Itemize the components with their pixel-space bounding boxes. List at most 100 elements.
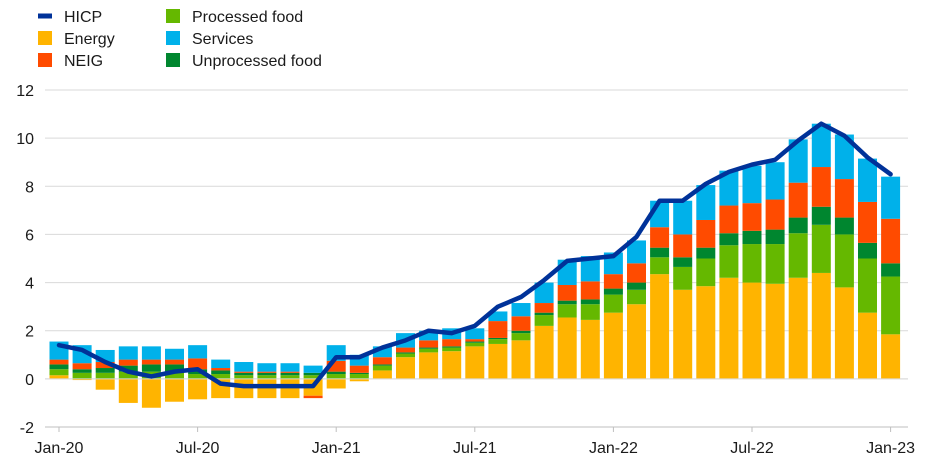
bar-energy xyxy=(881,334,901,379)
bar-neig xyxy=(419,340,439,348)
bar-neig xyxy=(349,365,369,373)
legend-label-energy: Energy xyxy=(64,31,115,48)
bar-energy xyxy=(673,289,693,379)
bar-energy xyxy=(72,378,92,381)
bar-unprocessed-food xyxy=(141,364,161,372)
bar-neig xyxy=(811,167,831,207)
bar-neig xyxy=(488,321,508,338)
bar-energy xyxy=(742,282,762,379)
y-tick-label: 4 xyxy=(25,276,34,293)
bar-services xyxy=(349,354,369,366)
bar-neig xyxy=(881,218,901,264)
bar-neig xyxy=(95,362,115,369)
bar-energy xyxy=(858,312,877,379)
bar-energy xyxy=(557,317,577,379)
bar-energy xyxy=(696,286,716,379)
bar-processed-food xyxy=(95,372,115,379)
bar-energy xyxy=(141,378,161,408)
x-tick-label: Jan-22 xyxy=(589,440,638,457)
bar-neig xyxy=(303,395,323,399)
legend-swatch-neig xyxy=(38,53,52,67)
bar-processed-food xyxy=(349,374,369,379)
bar-energy xyxy=(349,378,369,382)
bar-neig xyxy=(49,359,69,365)
y-tick-label: 12 xyxy=(16,83,34,100)
bar-energy xyxy=(326,378,346,389)
x-axis: Jan-20 Jul-20 Jan-21 Jul-21 Jan-22 Jul-22 Jan-… xyxy=(35,426,915,457)
bar-energy xyxy=(442,351,462,379)
bar-neig xyxy=(650,227,670,248)
bar-neig xyxy=(788,182,808,218)
bar-neig xyxy=(72,363,92,370)
x-tick-label: Jan-20 xyxy=(35,440,84,457)
bar-services xyxy=(742,165,762,204)
bar-energy xyxy=(188,378,208,400)
bar-unprocessed-food xyxy=(765,229,785,245)
bar-unprocessed-food xyxy=(673,257,693,267)
bar-neig xyxy=(834,179,854,218)
bar-neig xyxy=(603,274,623,289)
bar-processed-food xyxy=(118,371,138,379)
bar-processed-food xyxy=(280,375,300,379)
bar-unprocessed-food xyxy=(788,217,808,234)
bar-services xyxy=(719,170,739,206)
bar-neig xyxy=(372,357,392,365)
bar-processed-food xyxy=(303,375,323,379)
bar-energy xyxy=(788,277,808,379)
bar-processed-food xyxy=(650,257,670,275)
bar-unprocessed-food xyxy=(349,372,369,375)
bar-energy xyxy=(534,325,554,379)
bar-neig xyxy=(396,347,415,353)
legend: HICP Energy NEIG Processed food Services Unpr… xyxy=(38,9,322,70)
bar-processed-food xyxy=(811,224,831,273)
bar-neig xyxy=(557,284,577,301)
bar-processed-food xyxy=(234,375,254,379)
hicp-line xyxy=(56,121,893,389)
hicp-line-group xyxy=(56,121,893,389)
legend-label-unprocessed-food: Unprocessed food xyxy=(192,53,322,70)
bar-energy xyxy=(165,378,184,402)
y-axis: -2 0 2 4 6 8 10 12 xyxy=(16,83,34,437)
bar-neig xyxy=(234,371,254,373)
bar-unprocessed-food xyxy=(257,372,277,376)
bar-services xyxy=(788,139,808,183)
bar-processed-food xyxy=(211,374,231,379)
bar-services xyxy=(580,256,600,282)
bar-unprocessed-food xyxy=(650,247,670,258)
bar-neig xyxy=(742,203,762,231)
bar-energy xyxy=(627,304,646,379)
legend-swatch-processed-food xyxy=(166,9,180,23)
bar-unprocessed-food xyxy=(419,347,439,349)
bars xyxy=(45,123,908,408)
bar-processed-food xyxy=(557,304,577,318)
bar-unprocessed-food xyxy=(511,330,531,334)
bar-processed-food xyxy=(442,347,462,352)
bar-neig xyxy=(580,281,600,300)
bar-processed-food xyxy=(603,294,623,313)
bar-services xyxy=(811,123,831,168)
bar-processed-food xyxy=(580,304,600,320)
bar-processed-food xyxy=(719,245,739,278)
bar-energy xyxy=(603,312,623,379)
bar-neig xyxy=(211,368,231,371)
bar-unprocessed-food xyxy=(49,364,69,370)
legend-line-swatch-hicp xyxy=(38,13,52,19)
bar-processed-food xyxy=(858,258,877,313)
bar-unprocessed-food xyxy=(811,206,831,225)
bar-services xyxy=(257,363,277,372)
bar-services xyxy=(118,346,138,360)
bar-energy xyxy=(280,378,300,399)
bar-services xyxy=(765,162,785,200)
bar-unprocessed-food xyxy=(534,312,554,316)
bar-services xyxy=(234,362,254,372)
bar-unprocessed-food xyxy=(557,300,577,305)
bar-services xyxy=(465,328,485,340)
bar-unprocessed-food xyxy=(881,263,901,277)
bar-neig xyxy=(673,234,693,258)
x-tick-label: Jul-21 xyxy=(453,440,497,457)
bar-neig xyxy=(118,359,138,366)
bar-unprocessed-food xyxy=(95,368,115,373)
bar-neig xyxy=(442,339,462,347)
bar-unprocessed-food xyxy=(303,372,323,376)
